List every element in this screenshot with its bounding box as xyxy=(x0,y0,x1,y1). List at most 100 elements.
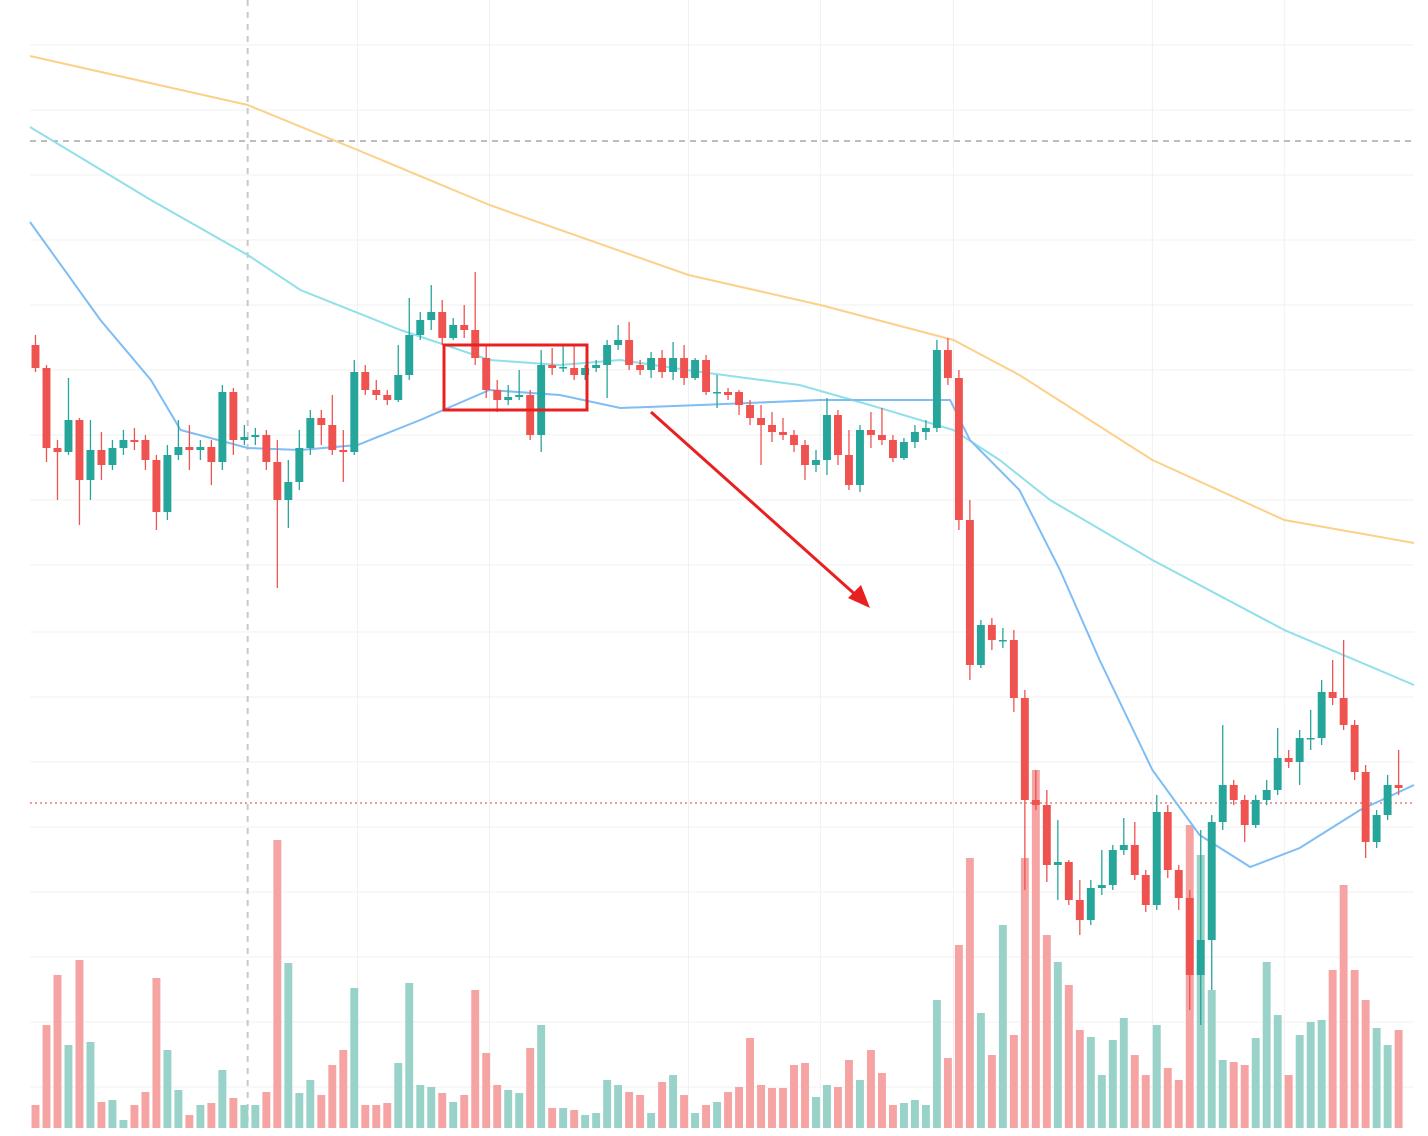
volume-bar xyxy=(1064,985,1073,1128)
candle-body xyxy=(669,358,678,372)
candle-body xyxy=(1163,812,1172,870)
volume-bar xyxy=(636,1095,645,1128)
volume-bar xyxy=(998,925,1007,1128)
candle-body xyxy=(119,440,128,448)
volume-bar xyxy=(438,1093,447,1128)
candle-body xyxy=(899,442,908,458)
candle-body xyxy=(493,390,502,400)
candle-body xyxy=(1306,738,1315,740)
candle-body xyxy=(1141,875,1150,905)
candle-body xyxy=(130,440,139,442)
volume-bar xyxy=(779,1088,787,1128)
candle-body xyxy=(658,358,667,372)
candle-body xyxy=(372,390,381,395)
candle-body xyxy=(603,345,612,365)
candle-body xyxy=(790,435,798,445)
candle-body xyxy=(1053,862,1062,865)
candle-body xyxy=(1218,785,1227,822)
volume-bar xyxy=(570,1110,579,1128)
candle-body xyxy=(559,367,568,369)
candle-body xyxy=(1350,725,1359,772)
volume-bar xyxy=(1295,1035,1304,1128)
candle-body xyxy=(174,447,183,455)
volume-bar xyxy=(834,1087,842,1128)
volume-bar xyxy=(1383,1045,1392,1128)
volume-bar xyxy=(1372,1028,1381,1128)
candle-body xyxy=(53,448,62,452)
candle-body xyxy=(427,312,436,320)
candle-body xyxy=(845,455,853,485)
candle-body xyxy=(691,360,700,378)
arrow-head xyxy=(848,585,870,608)
candle-body xyxy=(1262,790,1271,800)
volume-bar xyxy=(702,1105,711,1128)
candle-body xyxy=(757,418,765,425)
candle-body xyxy=(1009,640,1018,698)
candle-body xyxy=(218,392,227,462)
candle-body xyxy=(328,425,337,450)
volume-bar xyxy=(1009,1035,1018,1128)
candle-body xyxy=(86,450,95,480)
volume-bar xyxy=(691,1113,700,1128)
candle-body xyxy=(537,365,546,435)
candle-body xyxy=(295,448,304,482)
candle-body xyxy=(746,405,754,418)
volume-bar xyxy=(460,1095,469,1128)
volume-bar xyxy=(53,975,62,1128)
volume-bar xyxy=(482,1053,491,1128)
candle-body xyxy=(812,460,820,465)
volume-bar xyxy=(1130,1055,1139,1128)
volume-bar xyxy=(1361,1000,1370,1128)
volume-bar xyxy=(932,1000,941,1128)
candle-body xyxy=(251,435,260,437)
volume-bar xyxy=(86,1042,95,1128)
candle-body xyxy=(932,350,941,428)
volume-bar xyxy=(97,1102,106,1128)
candle-body xyxy=(1284,758,1293,762)
volume-bar xyxy=(976,1013,985,1128)
volume-bar xyxy=(987,1055,996,1128)
volume-bar xyxy=(1174,1080,1183,1128)
volume-bar xyxy=(1097,1075,1106,1128)
candle-body xyxy=(1075,900,1084,920)
candle-body xyxy=(75,420,84,480)
candle-body xyxy=(1251,800,1260,825)
candle-body xyxy=(1372,815,1381,842)
volume-bar xyxy=(1262,962,1271,1128)
candle-body xyxy=(240,437,249,440)
candle-body xyxy=(207,447,216,462)
candle-body xyxy=(713,392,722,394)
volume-bar xyxy=(954,945,963,1128)
volume-bar xyxy=(1273,1015,1282,1128)
volume-bar xyxy=(1306,1022,1315,1128)
candle-body xyxy=(987,625,996,640)
candle-body xyxy=(592,365,601,368)
candle-body xyxy=(1086,888,1095,920)
volume-bar xyxy=(526,1048,535,1128)
volume-bar xyxy=(735,1087,743,1128)
volume-bar xyxy=(790,1065,798,1128)
candle-body xyxy=(405,335,414,375)
candle-body xyxy=(702,360,711,392)
candle-body xyxy=(581,368,590,375)
volume-bar xyxy=(625,1092,634,1128)
candle-body xyxy=(262,435,271,462)
volume-bar xyxy=(350,988,359,1128)
candle-body xyxy=(350,372,359,452)
candle-body xyxy=(834,415,842,455)
candle-body xyxy=(64,420,73,452)
candles xyxy=(31,272,1403,1025)
grid xyxy=(30,0,1414,1128)
candle-body xyxy=(97,450,106,465)
candle-body xyxy=(416,320,425,335)
volume-bar xyxy=(801,1063,809,1128)
volume-bar xyxy=(31,1105,40,1128)
candle-body xyxy=(976,625,985,665)
volume-bar xyxy=(284,963,293,1128)
candle-body xyxy=(460,325,469,330)
volume-bar xyxy=(592,1113,601,1128)
candle-body xyxy=(185,447,194,450)
candle-body xyxy=(1240,800,1249,825)
candle-body xyxy=(1394,785,1403,788)
candle-body xyxy=(1042,805,1051,865)
